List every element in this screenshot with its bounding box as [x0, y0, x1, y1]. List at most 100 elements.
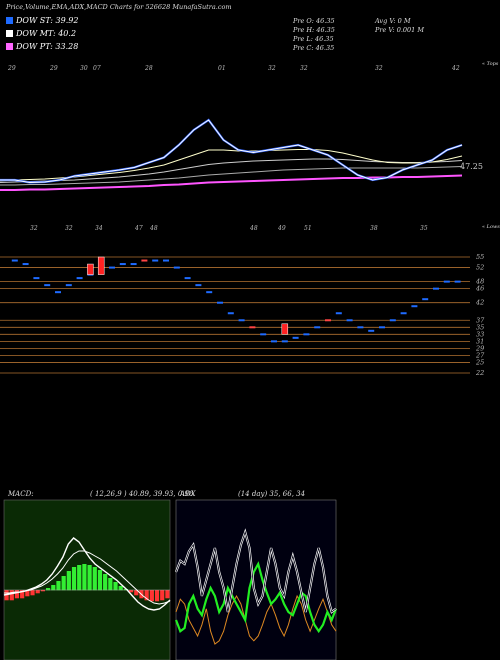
- macd-hist-bar: [35, 590, 40, 594]
- price-dash: [22, 263, 29, 266]
- price-dash: [163, 259, 169, 262]
- price-dash: [357, 326, 364, 329]
- macd-hist-bar: [113, 582, 118, 591]
- macd-hist-bar: [144, 590, 149, 601]
- tops-tag: « Tops: [482, 61, 499, 67]
- prev-high: Pre H: 46.35: [293, 26, 335, 34]
- adx-minus-di-line: [175, 594, 337, 645]
- price-dash: [368, 329, 375, 332]
- prev-close: Pre C: 46.35: [293, 44, 335, 52]
- y-tick-label: 22: [475, 369, 484, 377]
- macd-hist-bar: [9, 590, 14, 601]
- macd-hist-bar: [14, 590, 20, 599]
- macd-hist-bar: [82, 564, 87, 591]
- price-dash: [281, 340, 288, 343]
- ema-long-line: [0, 166, 463, 186]
- price-dash: [379, 326, 385, 329]
- price-dash: [411, 305, 418, 308]
- price-dash: [454, 280, 461, 283]
- y-tick-label: 48: [475, 278, 484, 286]
- top-date-label: 01: [218, 65, 226, 72]
- price-dash: [11, 259, 18, 262]
- macd-hist-bar: [92, 567, 97, 591]
- legend-label: DOW ST: 39.92: [16, 16, 79, 25]
- bottom-date-label: 35: [420, 225, 428, 232]
- macd-line: [3, 537, 171, 611]
- adx-params: (14 day) 35, 66, 34: [238, 490, 306, 498]
- price-dash: [55, 291, 61, 294]
- chart-title: Price,Volume,EMA,ADX,MACD Charts for 526…: [6, 3, 232, 11]
- candle-bar: [281, 323, 289, 335]
- bottom-date-label: 34: [95, 225, 103, 232]
- macd-hist-bar: [165, 590, 170, 599]
- candle-bar: [97, 256, 105, 275]
- macd-hist-bar: [46, 588, 51, 591]
- top-date-label: 07: [93, 65, 101, 72]
- prev-volume: Pre V: 0.001 M: [375, 26, 425, 34]
- macd-hist-bar: [56, 581, 61, 591]
- legend-label: DOW PT: 33.28: [16, 42, 79, 51]
- macd-hist-bar: [87, 565, 92, 591]
- y-tick-label: 37: [476, 316, 485, 324]
- price-dash: [271, 340, 277, 343]
- macd-hist-bar: [25, 590, 30, 597]
- price-dash: [76, 277, 83, 280]
- macd-bg: [3, 499, 171, 660]
- price-dash: [260, 333, 267, 336]
- adx-plus-di-line: [174, 561, 338, 634]
- macd-hist-bar: [66, 571, 71, 591]
- price-dash: [314, 326, 321, 329]
- y-tick-label: 29: [475, 344, 484, 352]
- price-dash: [400, 312, 407, 315]
- macd-hist-bar: [71, 567, 77, 591]
- macd-hist-bar: [61, 576, 66, 591]
- bottom-date-label: 32: [65, 225, 73, 232]
- legend-swatch-icon: [6, 17, 13, 24]
- price-dash: [325, 319, 331, 322]
- macd-hist-bar: [149, 590, 154, 602]
- bottom-date-label: 32: [30, 225, 38, 232]
- bottom-date-label: 47: [134, 225, 143, 232]
- price-dash: [206, 291, 213, 294]
- price-dash: [109, 266, 115, 269]
- price-dash: [217, 301, 223, 304]
- legend-swatch-icon: [6, 30, 13, 37]
- lows-tag: « Lows: [482, 224, 500, 230]
- price-dash: [44, 284, 51, 287]
- macd-title: MACD:: [8, 490, 34, 498]
- adx-bg: [175, 499, 337, 660]
- y-tick-label: 46: [475, 285, 484, 293]
- top-date-label: 29: [7, 65, 16, 72]
- legend-swatch-icon: [6, 43, 13, 50]
- close-white-line: [0, 119, 463, 184]
- macd-hist-bar: [118, 586, 123, 591]
- bottom-date-label: 48: [149, 225, 158, 232]
- price-dash: [292, 336, 299, 339]
- macd-hist-bar: [108, 578, 113, 591]
- y-tick-label: 31: [476, 337, 484, 345]
- macd-hist-bar: [77, 565, 82, 591]
- top-date-label: 29: [49, 65, 58, 72]
- price-dash: [335, 312, 342, 315]
- price-dash: [227, 312, 234, 315]
- price-dash: [65, 284, 72, 287]
- price-dash: [119, 263, 126, 266]
- price-dash: [33, 277, 40, 280]
- macd-hist-bar: [103, 574, 108, 591]
- price-dash: [195, 284, 202, 287]
- y-tick-label: 27: [475, 351, 485, 359]
- y-tick-label: 42: [475, 299, 484, 307]
- price-dash: [443, 280, 450, 283]
- bottom-date-label: 38: [370, 225, 378, 232]
- macd-hist-bar: [129, 590, 134, 593]
- macd-hist-bar: [30, 590, 35, 596]
- macd-hist-bar: [134, 590, 139, 596]
- prev-low: Pre L: 46.35: [293, 35, 334, 43]
- price-dash: [184, 277, 191, 280]
- top-date-label: 30: [80, 65, 88, 72]
- price-dash: [238, 319, 245, 322]
- y-tick-label: 35: [476, 323, 484, 331]
- top-date-label: 32: [375, 65, 383, 72]
